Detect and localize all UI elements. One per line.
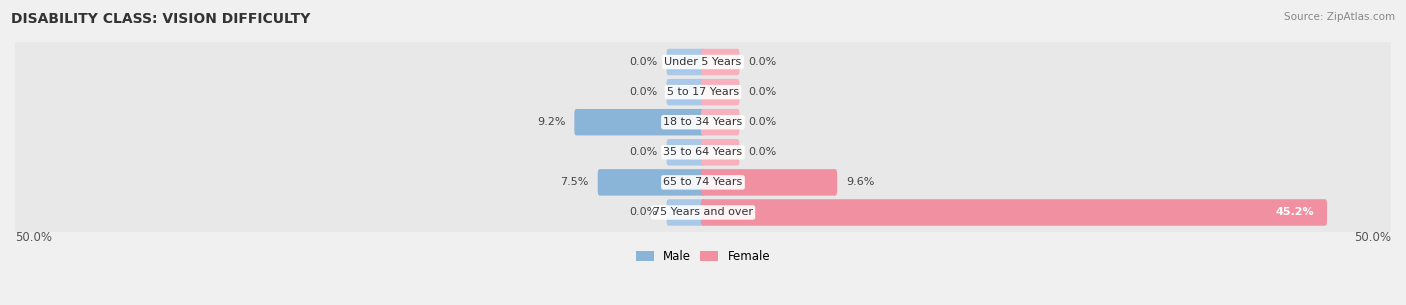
Text: 0.0%: 0.0%: [630, 147, 658, 157]
Text: DISABILITY CLASS: VISION DIFFICULTY: DISABILITY CLASS: VISION DIFFICULTY: [11, 12, 311, 26]
Text: 0.0%: 0.0%: [748, 117, 776, 127]
FancyBboxPatch shape: [13, 39, 1393, 85]
Text: 7.5%: 7.5%: [561, 178, 589, 187]
FancyBboxPatch shape: [598, 169, 704, 196]
FancyBboxPatch shape: [13, 160, 1393, 205]
Text: 0.0%: 0.0%: [630, 207, 658, 217]
FancyBboxPatch shape: [13, 99, 1393, 145]
FancyBboxPatch shape: [13, 190, 1393, 235]
FancyBboxPatch shape: [702, 199, 1327, 226]
FancyBboxPatch shape: [666, 79, 704, 105]
FancyBboxPatch shape: [702, 139, 740, 166]
FancyBboxPatch shape: [13, 69, 1393, 115]
Text: 75 Years and over: 75 Years and over: [652, 207, 754, 217]
FancyBboxPatch shape: [702, 169, 837, 196]
FancyBboxPatch shape: [702, 49, 740, 75]
Text: 9.6%: 9.6%: [846, 178, 875, 187]
FancyBboxPatch shape: [666, 199, 704, 226]
Text: 65 to 74 Years: 65 to 74 Years: [664, 178, 742, 187]
FancyBboxPatch shape: [702, 79, 740, 105]
Text: 5 to 17 Years: 5 to 17 Years: [666, 87, 740, 97]
Text: Source: ZipAtlas.com: Source: ZipAtlas.com: [1284, 12, 1395, 22]
FancyBboxPatch shape: [666, 49, 704, 75]
FancyBboxPatch shape: [666, 139, 704, 166]
Text: 0.0%: 0.0%: [748, 57, 776, 67]
Text: 0.0%: 0.0%: [748, 87, 776, 97]
Text: Under 5 Years: Under 5 Years: [665, 57, 741, 67]
Legend: Male, Female: Male, Female: [631, 246, 775, 268]
FancyBboxPatch shape: [702, 109, 740, 135]
Text: 0.0%: 0.0%: [630, 57, 658, 67]
Text: 0.0%: 0.0%: [630, 87, 658, 97]
Text: 18 to 34 Years: 18 to 34 Years: [664, 117, 742, 127]
Text: 35 to 64 Years: 35 to 64 Years: [664, 147, 742, 157]
Text: 50.0%: 50.0%: [1354, 231, 1391, 244]
Text: 9.2%: 9.2%: [537, 117, 565, 127]
FancyBboxPatch shape: [574, 109, 704, 135]
Text: 0.0%: 0.0%: [748, 147, 776, 157]
Text: 45.2%: 45.2%: [1275, 207, 1315, 217]
FancyBboxPatch shape: [13, 129, 1393, 175]
Text: 50.0%: 50.0%: [15, 231, 52, 244]
